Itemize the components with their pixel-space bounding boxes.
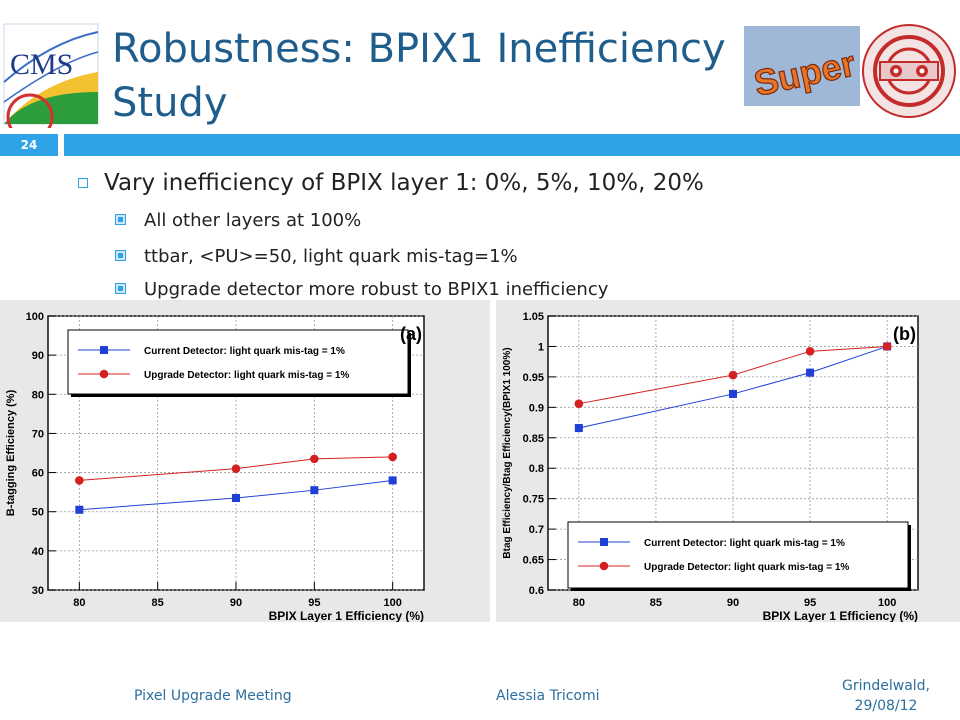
y-tick-label: 0.7 [529, 524, 544, 536]
x-tick-label: 80 [73, 597, 85, 609]
sub-bullet-text: All other layers at 100% [144, 210, 362, 231]
data-point-current [388, 476, 397, 485]
data-point-current [574, 424, 583, 433]
x-tick-label: 95 [804, 597, 816, 609]
legend-entry-label: Current Detector: light quark mis-tag = … [144, 346, 345, 357]
slide-number: 24 [20, 138, 38, 152]
x-tick-label: 100 [878, 597, 896, 609]
slide-title: Robustness: BPIX1 Inefficiency Study [112, 26, 726, 126]
y-tick-label: 0.8 [529, 463, 544, 475]
sub-bullet: All other layers at 100% [115, 210, 362, 231]
y-tick-label: 100 [26, 311, 44, 323]
data-point-upgrade [388, 452, 397, 462]
x-tick-label: 95 [308, 597, 320, 609]
y-tick-label: 1.05 [523, 311, 544, 323]
y-axis-label: B-tagging Efficiency (%) [5, 389, 17, 516]
y-tick-label: 0.65 [523, 555, 544, 567]
panel-label: (a) [400, 324, 422, 344]
series-line-upgrade [79, 456, 393, 481]
y-tick-label: 0.75 [523, 494, 544, 506]
x-tick-label: 90 [230, 597, 242, 609]
sub-bullet: ttbar, <PU>=50, light quark mis-tag=1% [115, 246, 518, 267]
data-point-upgrade [728, 370, 738, 380]
cms-logo-text: CMS [10, 48, 73, 81]
square-bullet-icon [115, 214, 126, 225]
data-point-upgrade [310, 454, 319, 464]
legend-entry-label: Upgrade Detector: light quark mis-tag = … [144, 370, 349, 381]
y-tick-label: 40 [32, 546, 44, 558]
footer-meeting: Pixel Upgrade Meeting [134, 688, 292, 704]
x-axis-label: BPIX Layer 1 Efficiency (%) [763, 609, 918, 622]
footer-place-date: Grindelwald, 29/08/12 [820, 676, 952, 716]
y-tick-label: 60 [32, 468, 44, 480]
plot-b: 80 85 90 95 100 0.6 0.65 0.7 0.75 0.8 0.85 0.9 0.95 1… [496, 300, 960, 622]
x-tick-label: 85 [650, 597, 662, 609]
footer-author: Alessia Tricomi [496, 688, 600, 704]
y-tick-label: 70 [32, 428, 44, 440]
y-tick-label: 0.85 [523, 433, 544, 445]
sub-bullet-text: Upgrade detector more robust to BPIX1 in… [144, 279, 609, 300]
slide-number-bar [0, 134, 58, 156]
x-tick-label: 85 [152, 597, 164, 609]
bullet-main: Vary inefficiency of BPIX layer 1: 0%, 5… [78, 170, 704, 196]
data-point-current [75, 505, 84, 514]
data-point-upgrade [231, 464, 241, 473]
data-point-current [806, 368, 815, 377]
data-point-upgrade [574, 399, 584, 408]
y-tick-label: 90 [32, 350, 44, 362]
cms-logo: CMS [0, 22, 100, 141]
hollow-square-bullet-icon [78, 178, 88, 188]
data-point-current [729, 389, 737, 398]
data-point-upgrade [805, 347, 815, 356]
data-point-current [310, 486, 319, 495]
y-tick-label: 80 [32, 389, 44, 401]
y-tick-label: 50 [32, 507, 44, 519]
x-tick-label: 80 [573, 597, 585, 609]
chart-b: 80 85 90 95 100 0.6 0.65 0.7 0.75 0.8 0.85 0.9 0.95 1… [502, 311, 919, 622]
legend-marker-circle [599, 561, 609, 571]
x-tick-label: 100 [383, 597, 401, 609]
footer-date: 29/08/12 [854, 698, 918, 714]
sub-bullet: Upgrade detector more robust to BPIX1 in… [115, 279, 609, 300]
data-point-upgrade [75, 476, 84, 485]
data-point-current [232, 494, 240, 503]
series-line-current [79, 479, 393, 511]
legend-marker-square [600, 538, 608, 546]
legend-marker-square [100, 346, 108, 354]
series-line-upgrade [578, 345, 888, 405]
y-tick-label: 0.9 [529, 402, 544, 414]
y-tick-label: 30 [32, 585, 44, 597]
data-point-upgrade [882, 342, 892, 351]
lhc-logo [860, 22, 958, 120]
legend-box [67, 329, 409, 395]
footer-place: Grindelwald, [841, 678, 930, 694]
y-tick-label: 0.95 [523, 372, 544, 384]
legend-entry-label: Upgrade Detector: light quark mis-tag = … [644, 562, 849, 573]
legend-entry-label: Current Detector: light quark mis-tag = … [644, 538, 845, 549]
legend-box [567, 521, 909, 589]
bullet-main-text: Vary inefficiency of BPIX layer 1: 0%, 5… [104, 170, 704, 196]
y-axis-label: Btag Efficiency/Btag Efficiency(BPIX1 10… [502, 347, 513, 558]
sub-bullet-text: ttbar, <PU>=50, light quark mis-tag=1% [144, 246, 518, 267]
x-axis-label: BPIX Layer 1 Efficiency (%) [269, 609, 424, 622]
super-logo: Super [744, 26, 860, 106]
y-tick-label: 1 [538, 341, 544, 353]
plot-a: 80 85 90 95 100 30 40 50 60 70 80 90 100 BPIX Layer 1… [0, 300, 490, 622]
legend-marker-circle [99, 369, 109, 379]
y-tick-label: 0.6 [529, 585, 544, 597]
square-bullet-icon [115, 250, 126, 261]
x-tick-label: 90 [727, 597, 739, 609]
panel-label: (b) [893, 324, 916, 344]
series-line-current [578, 345, 888, 429]
title-divider-bar [64, 134, 960, 156]
square-bullet-icon [115, 283, 126, 294]
